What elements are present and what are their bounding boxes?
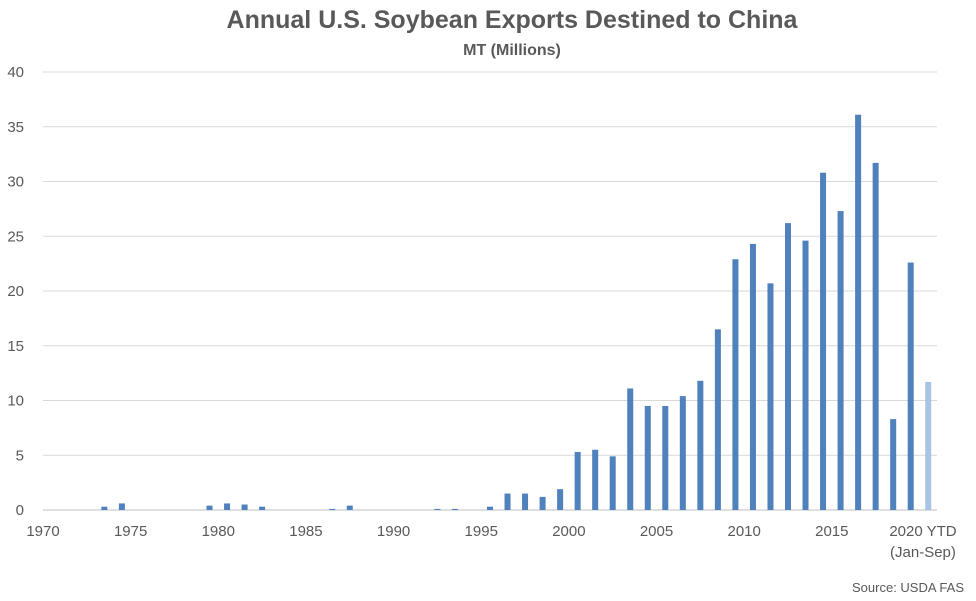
x-tick-label: 1975: [114, 523, 147, 540]
bar: [855, 114, 862, 510]
x-tick-label: 1980: [202, 523, 235, 540]
bar: [609, 456, 616, 510]
y-tick-label: 0: [16, 502, 24, 519]
bar: [206, 505, 213, 510]
x-tick-label: 1985: [289, 523, 322, 540]
x-tick-label: 2020 YTD: [889, 523, 956, 540]
bar: [522, 493, 529, 510]
x-tick-label: 2000: [552, 523, 585, 540]
bar: [714, 329, 721, 510]
x-tick-label: 1970: [26, 523, 59, 540]
x-tick-label: 2005: [640, 523, 673, 540]
bar: [487, 506, 493, 510]
bar: [785, 223, 791, 511]
y-tick-label: 35: [7, 119, 24, 136]
bar: [504, 493, 511, 510]
chart-subtitle: MT (Millions): [463, 42, 561, 59]
x-tick-label: 2010: [727, 523, 760, 540]
bar: [329, 508, 336, 510]
bar: [118, 503, 125, 510]
bar: [592, 449, 599, 510]
source-note: Source: USDA FAS: [852, 580, 964, 595]
bar: [451, 508, 458, 510]
x-axis-tick-labels: 1970 1975 1980 1985 1990 1995 2000 2005 2010 2015…: [26, 523, 956, 561]
y-tick-label: 20: [7, 283, 24, 300]
y-tick-label: 25: [7, 228, 24, 245]
bar: [732, 259, 739, 510]
y-tick-label: 10: [7, 393, 24, 410]
bar: [574, 451, 581, 510]
y-tick-label: 40: [7, 64, 24, 81]
bar: [890, 419, 897, 510]
bar: [679, 396, 686, 510]
bar: [627, 388, 634, 510]
y-tick-label: 15: [7, 338, 24, 355]
bar: [767, 283, 774, 510]
x-tick-label: 1995: [465, 523, 498, 540]
bar: [820, 172, 827, 511]
x-tick-label: 2015: [815, 523, 848, 540]
bar-ytd: [925, 381, 932, 510]
bar: [557, 489, 564, 510]
bar: [907, 262, 914, 510]
bar: [697, 380, 704, 510]
y-tick-label: 5: [16, 447, 24, 464]
bar: [802, 240, 809, 510]
bar: [539, 496, 546, 510]
chart-title: Annual U.S. Soybean Exports Destined to …: [226, 6, 798, 34]
bar: [644, 405, 651, 510]
bar: [101, 506, 108, 510]
bar: [872, 162, 879, 510]
bar: [749, 243, 756, 511]
bar: [837, 211, 844, 510]
x-tick-label: 1990: [377, 523, 410, 540]
bar: [662, 405, 669, 510]
bar: [241, 504, 248, 510]
y-tick-label: 30: [7, 174, 24, 191]
bar: [259, 506, 266, 510]
y-axis-tick-labels: 0 5 10 15 20 25 30 35 40: [7, 64, 24, 519]
bar: [224, 503, 231, 510]
bars: [101, 114, 932, 511]
bar: [346, 505, 353, 510]
x-tick-label-ytd-period: (Jan-Sep): [890, 544, 956, 561]
bar: [434, 508, 441, 510]
